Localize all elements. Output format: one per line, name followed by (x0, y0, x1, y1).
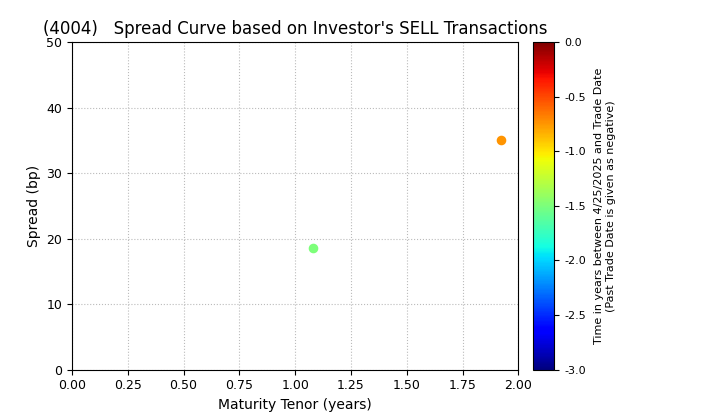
Point (307, 245, 319, 252)
Point (495, 137, 506, 144)
Title: (4004)   Spread Curve based on Investor's SELL Transactions: (4004) Spread Curve based on Investor's … (43, 20, 547, 38)
Y-axis label: Time in years between 4/25/2025 and Trade Date
(Past Trade Date is given as nega: Time in years between 4/25/2025 and Trad… (594, 68, 616, 344)
Y-axis label: Spread (bp): Spread (bp) (27, 165, 41, 247)
X-axis label: Maturity Tenor (years): Maturity Tenor (years) (218, 398, 372, 412)
